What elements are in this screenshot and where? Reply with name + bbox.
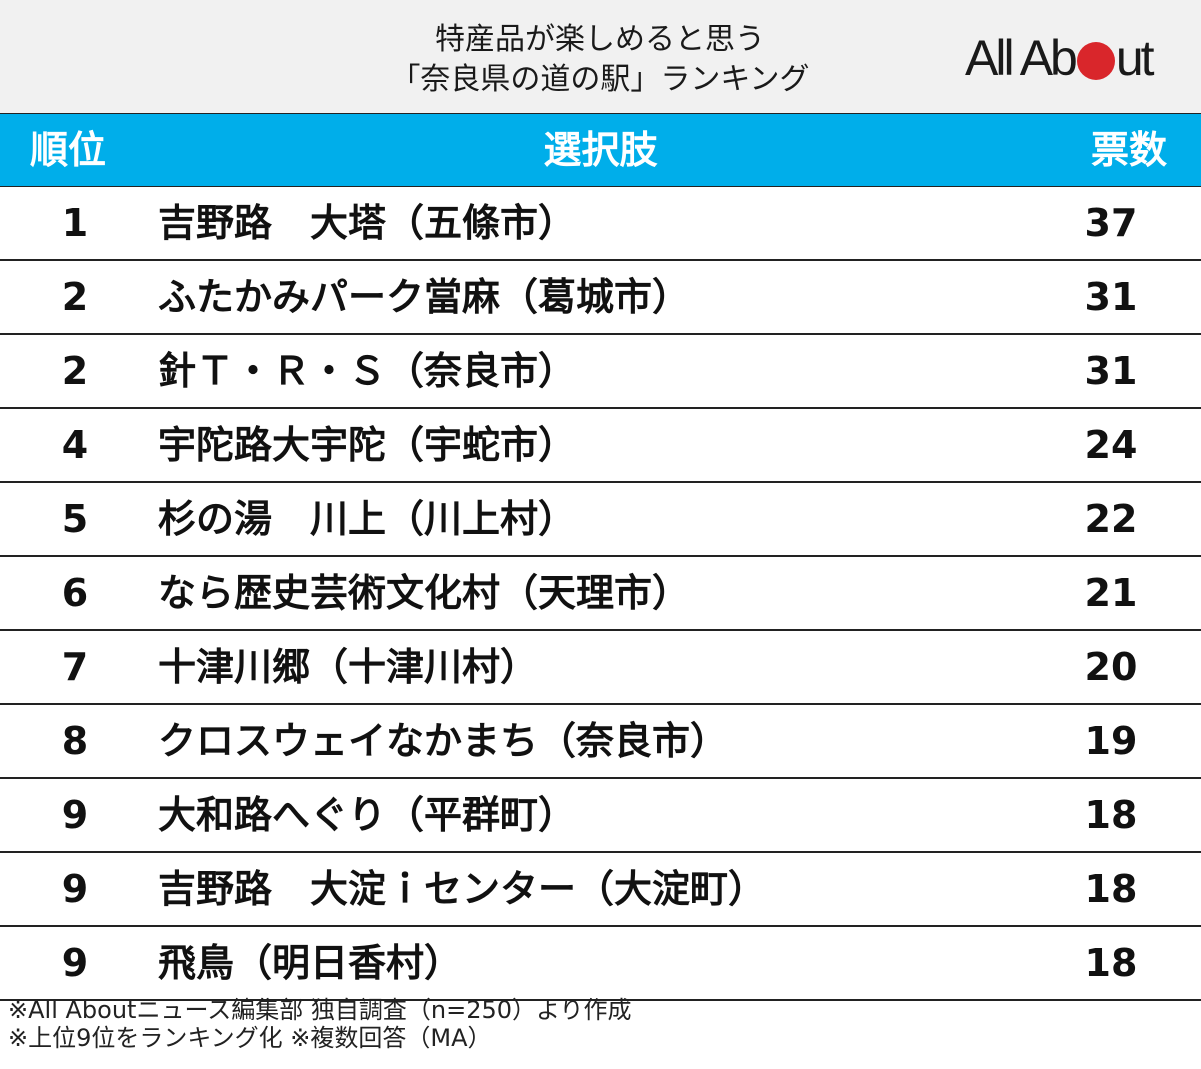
row-name: クロスウェイなかまち（奈良市）	[158, 719, 729, 763]
header-votes: 票数	[1090, 128, 1167, 172]
row-name: 吉野路 大淀ｉセンター（大淀町）	[158, 867, 767, 911]
footnote-method: ※上位9位をランキング化 ※複数回答（MA）	[8, 1024, 492, 1052]
row-votes: 37	[1084, 201, 1138, 245]
row-name: 針Ｔ・Ｒ・Ｓ（奈良市）	[158, 349, 577, 393]
table-row: 7 十津川郷（十津川村） 20	[0, 631, 1201, 705]
row-name: 飛鳥（明日香村）	[158, 941, 463, 985]
row-votes: 19	[1084, 719, 1138, 763]
logo-text-left: All Ab	[965, 30, 1078, 86]
footnotes: ※All Aboutニュース編集部 独自調査（n=250）より作成 ※上位9位を…	[8, 996, 632, 1052]
row-rank: 1	[61, 201, 89, 245]
row-votes: 21	[1084, 571, 1138, 615]
row-name: ふたかみパーク當麻（葛城市）	[158, 275, 691, 319]
row-name: なら歴史芸術文化村（天理市）	[158, 571, 691, 615]
table-row: 9 吉野路 大淀ｉセンター（大淀町） 18	[0, 853, 1201, 927]
header-rank: 順位	[30, 128, 107, 172]
table-row: 9 飛鳥（明日香村） 18	[0, 927, 1201, 1001]
table-row: 8 クロスウェイなかまち（奈良市） 19	[0, 705, 1201, 779]
row-votes: 18	[1084, 941, 1138, 985]
ranking-table: 1 吉野路 大塔（五條市） 37 2 ふたかみパーク當麻（葛城市） 31 2 針…	[0, 187, 1201, 1001]
table-row: 4 宇陀路大宇陀（宇蛇市） 24	[0, 409, 1201, 483]
title-band: 特産品が楽しめると思う 「奈良県の道の駅」ランキング All Ab ut	[0, 0, 1201, 114]
row-rank: 6	[61, 571, 89, 615]
row-votes: 18	[1084, 867, 1138, 911]
row-votes: 24	[1084, 423, 1138, 467]
row-rank: 7	[61, 645, 89, 689]
row-votes: 31	[1084, 349, 1138, 393]
row-votes: 31	[1084, 275, 1138, 319]
table-row: 2 ふたかみパーク當麻（葛城市） 31	[0, 261, 1201, 335]
table-row: 9 大和路へぐり（平群町） 18	[0, 779, 1201, 853]
table-header: 順位 選択肢 票数	[0, 114, 1201, 187]
row-name: 十津川郷（十津川村）	[158, 645, 539, 689]
row-votes: 20	[1084, 645, 1138, 689]
row-rank: 2	[61, 275, 89, 319]
row-rank: 9	[61, 793, 89, 837]
row-rank: 4	[61, 423, 89, 467]
table-row: 6 なら歴史芸術文化村（天理市） 21	[0, 557, 1201, 631]
header-name: 選択肢	[543, 128, 658, 172]
chart-title: 特産品が楽しめると思う 「奈良県の道の駅」ランキング	[300, 20, 900, 100]
row-rank: 2	[61, 349, 89, 393]
row-name: 杉の湯 川上（川上村）	[158, 497, 577, 541]
logo-text-right: ut	[1115, 30, 1155, 86]
row-name: 吉野路 大塔（五條市）	[158, 201, 577, 245]
table-row: 2 針Ｔ・Ｒ・Ｓ（奈良市） 31	[0, 335, 1201, 409]
row-rank: 8	[61, 719, 89, 763]
row-rank: 9	[61, 941, 89, 985]
row-name: 大和路へぐり（平群町）	[158, 793, 577, 837]
logo-red-dot-icon	[1076, 42, 1115, 80]
chart-title-line2: 「奈良県の道の駅」ランキング	[390, 62, 810, 97]
allabout-logo: All Ab ut	[965, 30, 1155, 86]
table-row: 5 杉の湯 川上（川上村） 22	[0, 483, 1201, 557]
row-name: 宇陀路大宇陀（宇蛇市）	[158, 423, 577, 467]
row-rank: 9	[61, 867, 89, 911]
row-rank: 5	[61, 497, 89, 541]
chart-title-line1: 特産品が楽しめると思う	[435, 22, 765, 57]
table-row: 1 吉野路 大塔（五條市） 37	[0, 187, 1201, 261]
row-votes: 22	[1084, 497, 1138, 541]
footnote-source: ※All Aboutニュース編集部 独自調査（n=250）より作成	[8, 996, 632, 1024]
row-votes: 18	[1084, 793, 1138, 837]
